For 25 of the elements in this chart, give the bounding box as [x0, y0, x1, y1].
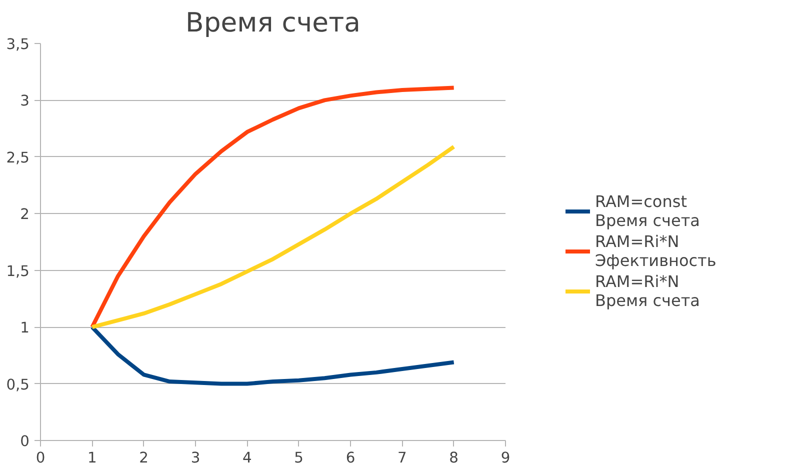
- line-series: [90, 144, 456, 330]
- y-tick-label: 3: [20, 92, 30, 110]
- legend-label: RAM=const Время счета: [595, 192, 700, 230]
- y-tick-label: 0,5: [6, 376, 30, 394]
- x-tick-label: 2: [139, 450, 148, 466]
- x-tick-label: 8: [449, 450, 458, 466]
- legend-label: RAM=Ri*N Время счета: [595, 272, 700, 310]
- line-series: [90, 325, 456, 386]
- x-tick-label: 4: [242, 450, 252, 466]
- x-tick-label: 7: [398, 450, 407, 466]
- x-tick-label: 9: [500, 450, 510, 466]
- y-tick-label: 2: [20, 206, 30, 224]
- chart-title: Время счета: [186, 8, 360, 38]
- x-tick-label: 3: [190, 450, 200, 466]
- y-tick-label: 0: [20, 433, 30, 450]
- x-tick-label: 1: [88, 450, 97, 466]
- y-tick-label: 1,5: [6, 262, 30, 280]
- x-tick-label: 5: [294, 450, 304, 466]
- legend-label: RAM=Ri*N Эфективность: [595, 232, 716, 270]
- y-tick-label: 2,5: [6, 149, 30, 166]
- y-tick-label: 3,5: [6, 36, 30, 53]
- line-series: [90, 86, 456, 330]
- x-tick-label: 0: [36, 450, 46, 466]
- y-tick-label: 1: [20, 320, 30, 337]
- x-tick-label: 6: [346, 450, 356, 466]
